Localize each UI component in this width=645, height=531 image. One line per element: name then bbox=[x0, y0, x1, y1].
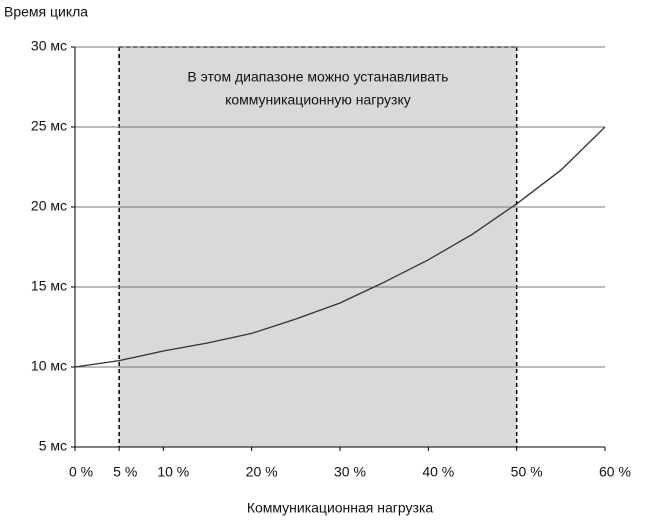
annotation: коммуникационную нагрузку bbox=[225, 92, 411, 108]
y-tick-label: 25 мс bbox=[31, 118, 67, 134]
x-tick-label: 5 % bbox=[113, 464, 137, 480]
x-tick-label: 50 % bbox=[511, 464, 543, 480]
y-tick-label: 30 мс bbox=[31, 38, 67, 54]
y-tick-label: 5 мс bbox=[39, 438, 67, 454]
x-tick-label: 10 % bbox=[157, 464, 189, 480]
x-tick-label: 0 % bbox=[69, 464, 93, 480]
x-tick-label: 60 % bbox=[599, 464, 631, 480]
x-tick-label: 40 % bbox=[422, 464, 454, 480]
line bbox=[74, 126, 606, 368]
y-tick-label: 10 мс bbox=[31, 358, 67, 374]
x-tick-label: 20 % bbox=[246, 464, 278, 480]
annotation: В этом диапазоне можно устанавливать bbox=[187, 69, 448, 85]
y-tick-label: 15 мс bbox=[31, 278, 67, 294]
x-axis-label: Коммуникационная нагрузка bbox=[247, 500, 434, 516]
x-tick-label: 30 % bbox=[334, 464, 366, 480]
y-tick-label: 20 мс bbox=[31, 198, 67, 214]
y-axis-label: Время цикла bbox=[4, 4, 88, 20]
